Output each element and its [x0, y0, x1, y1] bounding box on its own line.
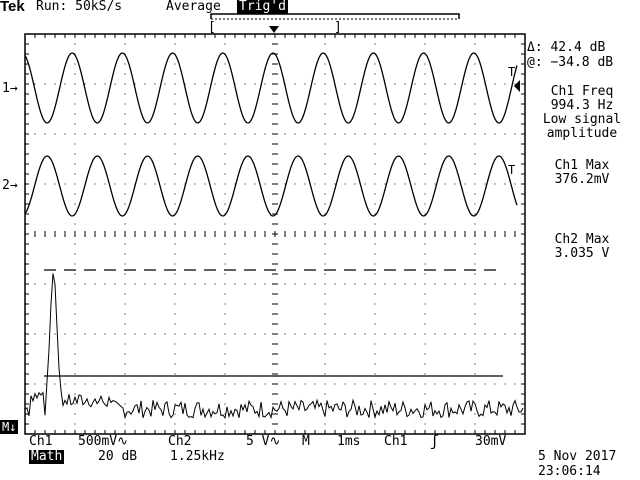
ch1-freq-note: Low signal	[532, 113, 632, 127]
ch2-scale[interactable]: 5 V∿	[246, 435, 280, 449]
trigger-source[interactable]: Ch1	[384, 435, 407, 449]
math-span[interactable]: 1.25kHz	[170, 450, 225, 464]
math-marker[interactable]: M↓	[0, 420, 18, 434]
timebase-value[interactable]: 1ms	[337, 435, 360, 449]
math-label[interactable]: Math	[29, 450, 64, 464]
svg-text:T: T	[508, 65, 515, 79]
trigger-level[interactable]: 30mV	[475, 435, 506, 449]
ac-coupling-icon: ∿	[117, 434, 128, 449]
date: 5 Nov 2017	[538, 450, 616, 464]
time: 23:06:14	[538, 465, 601, 479]
ac-coupling-icon: ∿	[269, 434, 280, 449]
rising-edge-icon: ʃ	[430, 434, 439, 448]
svg-text:[: [	[208, 20, 216, 35]
trigger-level-marker: T	[508, 65, 520, 92]
main-timebase-label: M	[302, 435, 310, 449]
ch2-label[interactable]: Ch2	[168, 435, 191, 449]
ch2-max-title: Ch2 Max	[532, 233, 632, 247]
ch1-freq-value: 994.3 Hz	[532, 99, 632, 113]
cursor-delta-readout: Δ: 42.4 dB	[527, 41, 605, 55]
graticule	[25, 34, 526, 435]
ch1-max-measurement: Ch1 Max 376.2mV	[532, 159, 632, 187]
ch2-trigger-marker: T	[508, 163, 515, 177]
ch2-waveform	[25, 156, 517, 216]
ch1-waveform	[25, 53, 517, 123]
cursor-at-readout: @: −34.8 dB	[527, 56, 613, 70]
ch1-freq-note2: amplitude	[532, 127, 632, 141]
trigger-position-bracket: [ ]	[208, 14, 459, 35]
ch1-freq-measurement: Ch1 Freq 994.3 Hz Low signal amplitude	[532, 85, 632, 141]
math-fft-trace	[25, 274, 523, 419]
ch1-marker[interactable]: 1→	[2, 82, 18, 96]
ch1-label[interactable]: Ch1	[29, 435, 52, 449]
ch1-max-title: Ch1 Max	[532, 159, 632, 173]
ch2-marker[interactable]: 2→	[2, 179, 18, 193]
ch2-max-measurement: Ch2 Max 3.035 V	[532, 233, 632, 261]
ch1-scale[interactable]: 500mV∿	[78, 435, 128, 449]
math-scale[interactable]: 20 dB	[98, 450, 137, 464]
svg-text:]: ]	[334, 20, 342, 35]
trigger-position-arrow	[269, 26, 279, 33]
ch2-max-value: 3.035 V	[532, 247, 632, 261]
ch1-freq-title: Ch1 Freq	[532, 85, 632, 99]
ch1-max-value: 376.2mV	[532, 173, 632, 187]
